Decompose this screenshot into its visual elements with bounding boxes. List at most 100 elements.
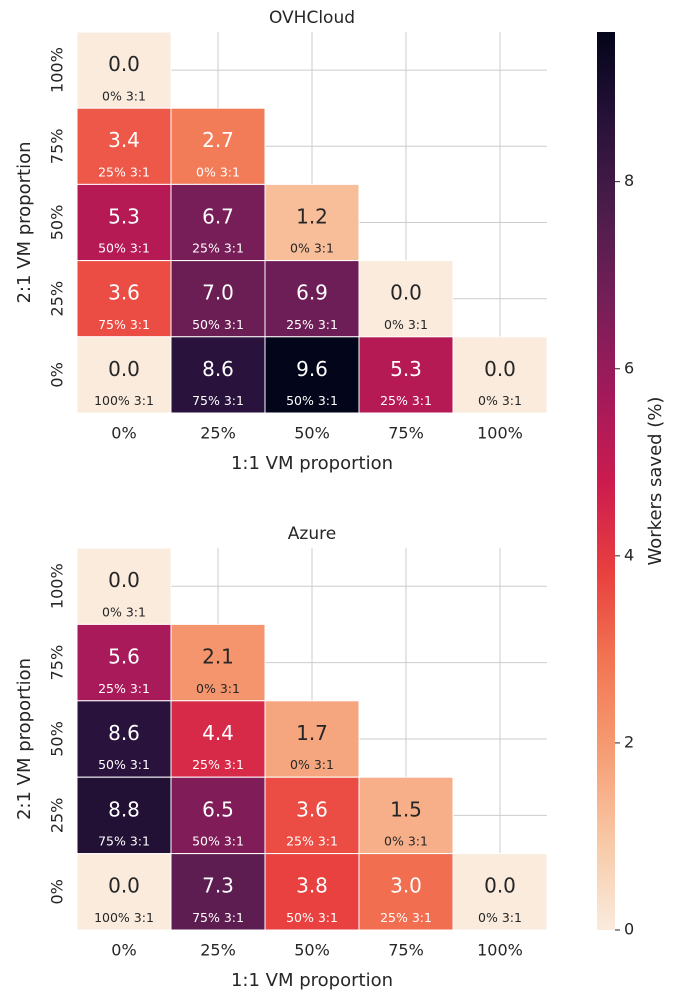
y-tick-label: 0% — [48, 362, 67, 387]
cell-note: 0% 3:1 — [196, 681, 240, 696]
cell-note: 50% 3:1 — [98, 757, 150, 772]
cell-note: 75% 3:1 — [98, 317, 150, 332]
heatmap-cell — [264, 183, 360, 262]
cell-value: 2.1 — [202, 645, 234, 669]
cell-note: 0% 3:1 — [102, 604, 146, 619]
cell-note: 0% 3:1 — [384, 317, 428, 332]
cell-note: 25% 3:1 — [192, 241, 244, 256]
heatmap-cell — [170, 700, 266, 778]
y-tick-label: 25% — [48, 798, 67, 834]
heatmap-cell — [170, 183, 266, 262]
y-tick-label: 50% — [48, 205, 67, 241]
cell-value: 0.0 — [108, 52, 140, 76]
chart-title: OVHCloud — [269, 8, 355, 28]
cell-value: 5.3 — [390, 357, 422, 381]
x-axis-label: 1:1 VM proportion — [231, 453, 393, 474]
heatmap-cell — [76, 853, 172, 931]
cell-value: 7.0 — [202, 281, 234, 305]
x-tick-label: 75% — [388, 424, 424, 443]
y-tick-label: 75% — [48, 129, 67, 165]
heatmap-cell — [358, 853, 454, 931]
cell-value: 9.6 — [296, 357, 328, 381]
cell-note: 25% 3:1 — [286, 834, 338, 849]
cell-note: 25% 3:1 — [192, 757, 244, 772]
y-tick-label: 25% — [48, 281, 67, 317]
y-tick-label: 75% — [48, 645, 67, 681]
cell-value: 1.7 — [296, 721, 328, 745]
cell-note: 25% 3:1 — [98, 681, 150, 696]
cell-note: 50% 3:1 — [192, 317, 244, 332]
cell-value: 1.5 — [390, 797, 422, 821]
cell-note: 50% 3:1 — [192, 834, 244, 849]
heatmap-cell — [264, 336, 360, 414]
y-tick-label: 100% — [48, 563, 67, 609]
cell-value: 0.0 — [484, 357, 516, 381]
cell-note: 75% 3:1 — [192, 910, 244, 925]
cell-value: 0.0 — [108, 357, 140, 381]
colorbar-label: Workers saved (%) — [645, 397, 666, 566]
x-tick-label: 50% — [294, 424, 330, 443]
y-axis-label: 2:1 VM proportion — [14, 658, 35, 820]
cell-note: 100% 3:1 — [94, 910, 154, 925]
cell-note: 50% 3:1 — [98, 241, 150, 256]
x-tick-label: 100% — [477, 941, 523, 960]
y-tick-label: 50% — [48, 721, 67, 757]
y-tick-label: 0% — [48, 879, 67, 904]
cell-note: 25% 3:1 — [98, 164, 150, 179]
cell-note: 25% 3:1 — [380, 910, 432, 925]
y-axis-label: 2:1 VM proportion — [14, 141, 35, 303]
cell-note: 75% 3:1 — [98, 834, 150, 849]
heatmap-cell — [264, 853, 360, 931]
heatmap-cell — [76, 183, 172, 262]
cell-value: 5.3 — [108, 204, 140, 228]
x-axis-label: 1:1 VM proportion — [231, 970, 393, 991]
cell-value: 3.6 — [108, 281, 140, 305]
cell-value: 2.7 — [202, 128, 234, 152]
colorbar-tick-label: 2 — [624, 732, 634, 751]
x-tick-label: 0% — [111, 941, 136, 960]
heatmap-cell — [170, 336, 266, 414]
cell-value: 0.0 — [108, 874, 140, 898]
heatmap-cell — [76, 107, 172, 185]
colorbar-tick-label: 6 — [624, 358, 634, 377]
x-tick-label: 100% — [477, 424, 523, 443]
cell-value: 3.6 — [296, 797, 328, 821]
heatmap-cell — [358, 260, 454, 338]
y-tick-label: 100% — [48, 47, 67, 93]
heatmap-cell — [76, 700, 172, 778]
heatmap-cell — [358, 776, 454, 855]
x-tick-label: 75% — [388, 941, 424, 960]
cell-note: 0% 3:1 — [290, 757, 334, 772]
cell-value: 1.2 — [296, 204, 328, 228]
heatmap-cell — [452, 336, 548, 414]
heatmap-cell — [264, 260, 360, 338]
cell-value: 3.4 — [108, 128, 140, 152]
cell-value: 5.6 — [108, 645, 140, 669]
cell-note: 50% 3:1 — [286, 393, 338, 408]
cell-note: 0% 3:1 — [478, 910, 522, 925]
cell-note: 100% 3:1 — [94, 393, 154, 408]
cell-note: 0% 3:1 — [478, 393, 522, 408]
cell-value: 6.5 — [202, 797, 234, 821]
cell-value: 0.0 — [108, 568, 140, 592]
chart-title: Azure — [288, 524, 336, 544]
cell-value: 8.8 — [108, 797, 140, 821]
cell-note: 75% 3:1 — [192, 393, 244, 408]
colorbar: 0 2 4 6 8 Workers saved (%) — [597, 32, 666, 939]
heatmap-cell — [76, 336, 172, 414]
heatmap-cell — [170, 260, 266, 338]
x-tick-label: 50% — [294, 941, 330, 960]
cell-note: 0% 3:1 — [196, 164, 240, 179]
heatmap: OVHCloud 0.0 0% 3:1 3.4 25% 3:1 2.7 0% 3:1 5.3 5… — [14, 8, 548, 474]
cell-note: 25% 3:1 — [380, 393, 432, 408]
cell-value: 0.0 — [390, 281, 422, 305]
colorbar-tick-label: 8 — [624, 171, 634, 190]
heatmap-cell — [76, 260, 172, 338]
cell-value: 6.7 — [202, 204, 234, 228]
heatmap-cell — [76, 31, 172, 109]
cell-value: 8.6 — [108, 721, 140, 745]
heatmap-cell — [76, 623, 172, 702]
colorbar-tick-label: 4 — [624, 545, 634, 564]
colorbar-gradient — [597, 32, 615, 930]
